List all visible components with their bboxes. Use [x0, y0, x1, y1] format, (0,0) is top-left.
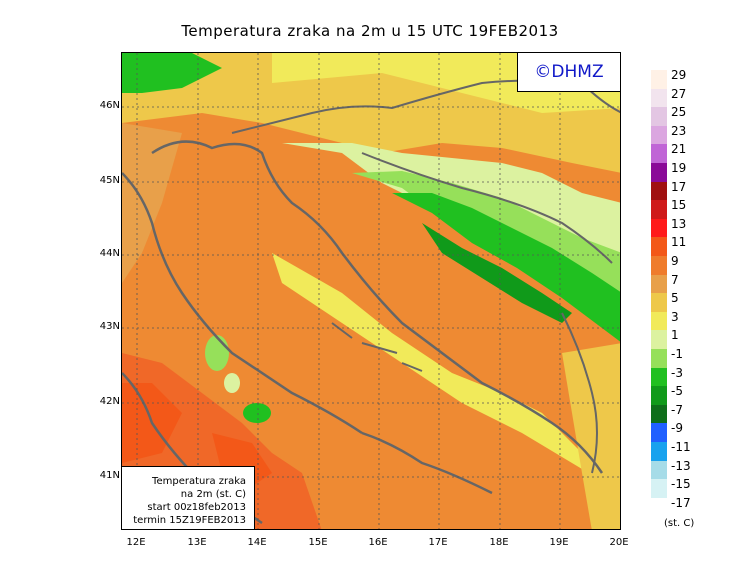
- legend-label: 9: [671, 254, 679, 268]
- legend-unit: (st. C): [664, 518, 695, 529]
- cold-patch-2: [243, 403, 271, 423]
- montenegro-border: [561, 312, 598, 474]
- lat-label-44n: 44N: [99, 248, 120, 259]
- lon-label-13e: 13E: [187, 537, 207, 548]
- lon-label-12e: 12E: [126, 537, 146, 548]
- lon-label-15e: 15E: [308, 537, 328, 548]
- dalmatian-islands: [331, 322, 423, 372]
- gargano-coast: [361, 431, 493, 495]
- info-line-3: start 00z18feb2013: [147, 502, 246, 513]
- lat-label-41n: 41N: [99, 470, 120, 481]
- info-box: Temperatura zraka na 2m (st. C) start 00…: [121, 466, 255, 530]
- lon-label-19e: 19E: [549, 537, 569, 548]
- legend-swatch: [651, 367, 667, 387]
- legend-label: 7: [671, 272, 679, 287]
- legend-label: -1: [671, 347, 683, 361]
- lat-label-43n: 43N: [99, 321, 120, 332]
- cold-band-light: [282, 143, 620, 322]
- legend-swatch: [651, 218, 667, 238]
- lon-label-17e: 17E: [428, 537, 448, 548]
- legend-swatch: [651, 181, 667, 201]
- legend-swatch: [651, 497, 667, 517]
- lat-label-42n: 42N: [99, 396, 120, 407]
- legend-swatch: [651, 311, 667, 331]
- legend-label: -13: [671, 458, 691, 473]
- legend-swatch: [651, 163, 667, 182]
- legend-label: 1: [671, 328, 679, 343]
- cold-band-mid: [352, 171, 620, 332]
- adriatic-east-coast: [151, 140, 604, 474]
- lon-label-20e: 20E: [609, 537, 629, 548]
- legend-swatch: [651, 274, 667, 294]
- legend-swatch: [651, 237, 667, 256]
- cold-corner-nw: [122, 53, 222, 93]
- legend-swatch: [651, 349, 667, 368]
- legend-label: 19: [671, 161, 687, 175]
- info-line-1: Temperatura zraka: [152, 476, 246, 487]
- mild-zone-se: [562, 343, 620, 529]
- lat-label-46n: 46N: [99, 100, 120, 111]
- legend-label: 15: [671, 198, 687, 213]
- legend-label: 21: [671, 142, 687, 157]
- legend-swatch: [651, 293, 667, 312]
- lat-label-45n: 45N: [99, 175, 120, 186]
- legend-swatch: [651, 200, 667, 219]
- lon-label-14e: 14E: [247, 537, 267, 548]
- legend-swatch: [651, 330, 667, 349]
- legend-label: 17: [671, 179, 687, 194]
- legend-label: 23: [671, 123, 687, 138]
- legend-swatch: [651, 442, 667, 461]
- legend-swatch: [651, 70, 667, 89]
- lon-label-16e: 16E: [368, 537, 388, 548]
- legend-label: 29: [671, 68, 687, 82]
- coastal-mild-strip: [272, 253, 620, 492]
- temperature-map: [121, 52, 621, 530]
- legend-label: 3: [671, 309, 679, 324]
- legend-label: 25: [671, 105, 687, 120]
- legend-swatch: [651, 386, 667, 405]
- dhmz-copyright-badge: ©DHMZ: [517, 52, 621, 92]
- info-line-2: na 2m (st. C): [180, 489, 246, 500]
- info-line-4: termin 15Z19FEB2013: [133, 515, 246, 526]
- legend-label: 11: [671, 235, 687, 250]
- croatia-bosnia-border: [361, 152, 613, 264]
- legend-swatch: [651, 144, 667, 163]
- map-canvas: [122, 53, 620, 529]
- cold-band-coldest: [422, 223, 572, 323]
- legend-label: -11: [671, 440, 691, 454]
- cold-band-core: [392, 193, 620, 342]
- lon-label-18e: 18E: [489, 537, 509, 548]
- cold-patch-1: [205, 335, 229, 371]
- graticule: [122, 53, 620, 529]
- legend-swatch: [651, 125, 667, 145]
- legend-label: 13: [671, 216, 687, 231]
- legend-swatch: [651, 107, 667, 126]
- legend-label: -17: [671, 495, 691, 510]
- cold-patch-3: [224, 373, 240, 393]
- legend-label: -5: [671, 384, 683, 399]
- legend-label: -7: [671, 402, 683, 417]
- legend-swatch: [651, 88, 667, 108]
- legend-swatch: [651, 479, 667, 498]
- legend-swatch: [651, 256, 667, 275]
- map-title: Temperatura zraka na 2m u 15 UTC 19FEB20…: [181, 22, 559, 40]
- legend-label: -15: [671, 477, 691, 492]
- legend-swatch: [651, 423, 667, 442]
- legend-swatch: [651, 404, 667, 424]
- legend-label: 27: [671, 86, 687, 101]
- legend-swatch: [651, 460, 667, 480]
- legend-label: 5: [671, 291, 679, 306]
- legend-label: -9: [671, 421, 683, 436]
- adriatic-west-coast: [122, 172, 363, 435]
- legend-label: -3: [671, 365, 683, 380]
